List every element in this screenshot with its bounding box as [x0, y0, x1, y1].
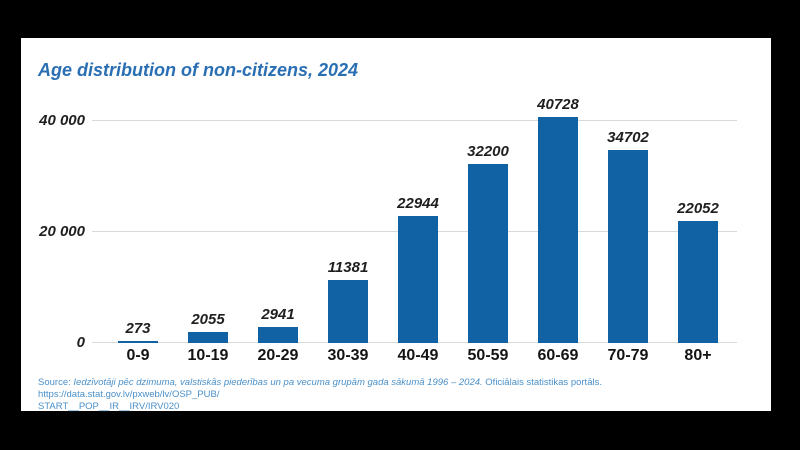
y-axis-tick-label: 20 000 [39, 223, 85, 240]
bar-20-29 [258, 327, 298, 343]
bar-value-label: 22944 [397, 195, 439, 212]
y-axis-tick-label: 40 000 [39, 112, 85, 129]
bar-50-59 [468, 164, 508, 343]
bar-slot: 32200 [453, 143, 523, 343]
bar-40-49 [398, 216, 438, 343]
x-axis-tick-label: 30-39 [327, 347, 369, 364]
bar-80+ [678, 221, 718, 343]
bar-value-label: 32200 [467, 143, 509, 160]
bars-group: 273 2055 2941 11381 22944 32200 40728 34702 2205… [103, 96, 733, 343]
bar-slot: 40728 [523, 96, 593, 343]
bar-10-19 [188, 332, 228, 343]
bar-value-label: 11381 [327, 259, 369, 276]
bar-60-69 [538, 117, 578, 343]
source-url-line2: START__POP__IR__IRV/IRV020 [38, 401, 180, 412]
bar-slot: 11381 [313, 259, 383, 343]
source-note: Source: Iedzīvotāji pēc dzimuma, valstis… [38, 377, 744, 413]
gridline-40000 [92, 120, 737, 121]
bar-0-9 [118, 341, 158, 343]
source-url-line1: https://data.stat.gov.lv/pxweb/lv/OSP_PU… [38, 389, 220, 400]
x-axis-tick-label: 60-69 [537, 347, 579, 364]
source-portal: Oficiālais statistikas portāls. [482, 377, 602, 388]
x-axis-tick-label: 0-9 [126, 347, 150, 364]
x-axis-tick-label: 70-79 [607, 347, 649, 364]
y-axis-tick-label: 0 [76, 334, 85, 351]
bar-slot: 273 [103, 320, 173, 343]
chart-panel: Age distribution of non-citizens, 2024 2… [21, 38, 771, 413]
x-axis: 0-9 10-19 20-29 30-39 40-49 50-59 60-69 70-79 80… [103, 347, 733, 365]
bar-slot: 2055 [173, 311, 243, 343]
bar-slot: 2941 [243, 306, 313, 343]
bar-chart: 273 2055 2941 11381 22944 32200 40728 34702 2205… [92, 38, 737, 343]
x-axis-tick-label: 80+ [684, 347, 712, 364]
chart-title: Age distribution of non-citizens, 2024 [38, 60, 359, 80]
bar-slot: 22944 [383, 195, 453, 343]
bar-30-39 [328, 280, 368, 343]
x-axis-tick-label: 50-59 [467, 347, 509, 364]
bar-value-label: 2941 [261, 306, 295, 323]
y-axis: 0 20 000 40 000 [21, 38, 85, 351]
x-axis-tick-label: 40-49 [397, 347, 439, 364]
bar-value-label: 22052 [677, 200, 719, 217]
source-prefix: Source: [38, 377, 74, 388]
bar-slot: 22052 [663, 200, 733, 343]
x-axis-tick-label: 20-29 [257, 347, 299, 364]
x-axis-tick-label: 10-19 [187, 347, 229, 364]
bar-value-label: 2055 [191, 311, 225, 328]
bar-value-label: 40728 [537, 96, 579, 113]
bar-70-79 [608, 150, 648, 343]
bar-slot: 34702 [593, 129, 663, 343]
source-dataset-title: Iedzīvotāji pēc dzimuma, valstiskās pied… [73, 377, 483, 388]
bar-value-label: 34702 [607, 129, 649, 146]
bar-value-label: 273 [125, 320, 151, 337]
